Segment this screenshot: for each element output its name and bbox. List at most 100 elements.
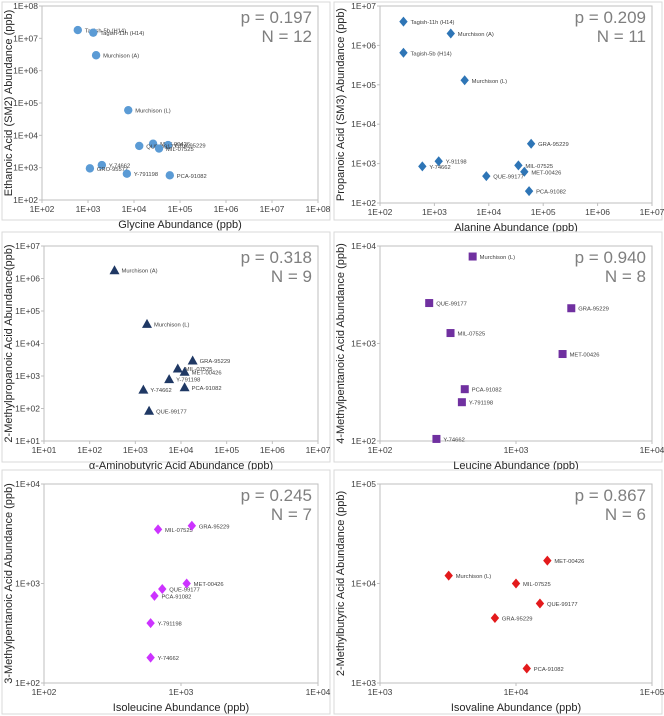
point-label: MET-00426 [160, 142, 190, 148]
x-tick-label: 1E+03 [169, 687, 194, 697]
data-point [543, 555, 552, 566]
data-point [444, 570, 453, 581]
data-point [520, 166, 529, 177]
point-label: Murchison (L) [154, 322, 190, 328]
y-tick-label: 1E+01 [15, 436, 40, 446]
x-tick-label: 1E+03 [368, 687, 393, 697]
x-tick-label: 1E+04 [476, 207, 501, 217]
data-point [446, 329, 455, 338]
point-label: GRA-95229 [175, 144, 206, 150]
point-label: QUE-99177 [436, 302, 467, 308]
point-label: MIL-07525 [166, 147, 194, 153]
x-tick-label: 1E+06 [214, 204, 239, 214]
data-point [399, 47, 408, 58]
data-point [179, 366, 190, 376]
p-value-label: p = 0.209 [575, 8, 646, 27]
data-point [150, 590, 159, 601]
point-label: MIL-07525 [165, 528, 193, 534]
y-tick-label: 1E+05 [351, 479, 376, 489]
chart-frame [1, 469, 331, 715]
chart-panel-2: 1E+02 1E+03 1E+04 1E+05 1E+06 1E+07 1E+02 1E+03… [333, 1, 664, 234]
chart-panel-5: 1E+02 1E+03 1E+04 1E+02 1E+03 1E+04 Isoleucine… [1, 469, 331, 715]
point-label: QUE-99177 [493, 175, 524, 181]
data-point [524, 186, 534, 197]
data-point [457, 398, 466, 407]
data-point [522, 663, 531, 674]
point-label: QUE-99177 [156, 409, 187, 415]
data-point [91, 51, 101, 60]
n-count-label: N = 9 [271, 267, 312, 286]
data-point [399, 16, 408, 27]
y-axis-title: 3-Methylpentanoic Acid Abundance (ppb) [3, 483, 15, 684]
y-axis-title: 2-Methylpropanoic Acid Abundance(ppb) [3, 244, 15, 442]
data-point [154, 144, 164, 153]
point-label: QUE-99177 [547, 602, 578, 608]
y-tick-label: 1E+02 [351, 436, 376, 446]
point-label: Tagish-5b (H14) [410, 51, 451, 57]
y-tick-label: 1E+08 [13, 1, 38, 11]
point-label: MIL-07525 [458, 332, 486, 338]
data-point [146, 652, 155, 663]
data-point [511, 578, 521, 589]
point-label: PCA-91082 [192, 386, 222, 392]
point-label: Murchison (A) [122, 269, 158, 275]
y-tick-label: 1E+05 [15, 306, 40, 316]
y-axis-title: 2-Methylbutyric Acid Abundance (ppb) [335, 491, 347, 676]
point-label: Y-791198 [134, 172, 158, 178]
y-tick-label: 1E+02 [15, 404, 40, 414]
data-point [179, 382, 190, 392]
n-count-label: N = 12 [261, 27, 312, 46]
y-axis-title: Propanoic Acid (SM3) Abundance (ppb) [335, 8, 347, 201]
point-label: Y-791198 [158, 622, 182, 628]
x-tick-label: 1E+03 [422, 207, 447, 217]
y-tick-label: 1E+03 [15, 579, 40, 589]
point-label: Murchison (L) [456, 574, 492, 580]
point-label: Tagish-5b (H14) [85, 29, 126, 35]
point-label: MIL-07525 [525, 164, 553, 170]
x-tick-label: 1E+03 [76, 204, 101, 214]
chart-panel-1: 1E+02 1E+03 1E+04 1E+05 1E+06 1E+07 1E+08 1E+02… [1, 1, 331, 231]
chart-frame [1, 1, 331, 221]
point-label: GRA-95229 [538, 142, 569, 148]
point-label: MET-00426 [192, 370, 222, 376]
y-tick-label: 1E+02 [15, 678, 40, 688]
p-value-label: p = 0.245 [241, 486, 312, 505]
y-tick-label: 1E+07 [15, 241, 40, 251]
x-tick-label: 1E+05 [214, 445, 239, 455]
data-point [526, 138, 536, 149]
data-point [535, 598, 545, 609]
point-label: GRA-95229 [199, 524, 230, 530]
data-point [158, 584, 167, 595]
x-axis-title: Glycine Abundance (ppb) [118, 219, 242, 231]
point-label: MIL-07525 [523, 582, 551, 588]
data-point [109, 265, 120, 275]
data-point [122, 169, 132, 178]
point-label: Tagish-11h (H14) [100, 31, 144, 37]
y-axis-title: Ethanoic Acid (SM2) Abundance (ppb) [3, 10, 15, 197]
point-label: Murchison (A) [458, 32, 494, 38]
p-value-label: p = 0.867 [575, 486, 646, 505]
y-tick-label: 1E+03 [351, 678, 376, 688]
x-tick-label: 1E+07 [260, 204, 285, 214]
x-tick-label: 1E+02 [32, 687, 57, 697]
y-tick-label: 1E+07 [351, 1, 376, 11]
plot-area [379, 5, 653, 204]
data-point [97, 160, 107, 170]
x-tick-label: 1E+02 [77, 445, 102, 455]
data-point [460, 75, 469, 86]
point-label: PCA-91082 [536, 190, 566, 196]
point-label: Y-91198 [446, 160, 467, 166]
n-count-label: N = 8 [605, 267, 646, 286]
data-point [146, 618, 155, 629]
x-tick-label: 1E+04 [122, 204, 147, 214]
data-point [468, 252, 477, 261]
x-axis-title: Leucine Abundance (ppb) [453, 460, 578, 472]
x-tick-label: 1E+03 [123, 445, 148, 455]
x-tick-label: 1E+06 [585, 207, 610, 217]
data-point [434, 156, 443, 167]
y-tick-label: 1E+04 [13, 130, 38, 140]
x-axis-title: Isoleucine Abundance (ppb) [113, 702, 249, 714]
data-point [153, 524, 163, 535]
data-point [446, 28, 455, 39]
x-tick-label: 1E+01 [32, 445, 57, 455]
